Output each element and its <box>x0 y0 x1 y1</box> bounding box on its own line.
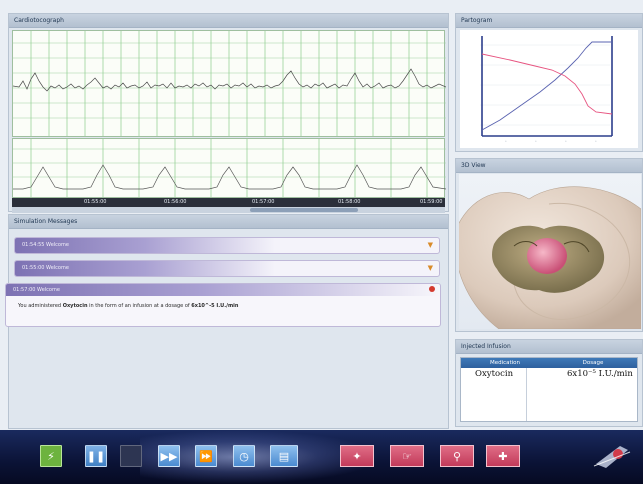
3d-birth-model[interactable] <box>459 174 641 329</box>
infusion-panel: Injected Infusion Medication Dosage Oxyt… <box>455 339 643 427</box>
column-header-medication: Medication <box>489 360 521 366</box>
uterine-contraction-chart <box>12 138 446 198</box>
fetal-heart-rate-chart <box>12 30 446 137</box>
svg-text:•: • <box>535 139 537 143</box>
fast-forward-icon[interactable]: ⏩ <box>195 445 217 467</box>
time-tick-label: 01:55:00 <box>84 199 107 205</box>
ctg-panel-title: Cardiotocograph <box>9 14 448 28</box>
time-tick-label: 01:59:00 <box>420 199 443 205</box>
3d-view-panel: 3D View <box>455 158 643 332</box>
medication-cell: Oxytocin <box>475 369 514 379</box>
ctg-panel: Cardiotocograph <box>8 13 449 213</box>
svg-text:•: • <box>595 139 597 143</box>
drug-name: Oxytocin <box>62 303 88 309</box>
message-title: 01:55:00 Welcome <box>22 265 69 271</box>
3d-view-panel-title: 3D View <box>456 159 642 173</box>
chevron-down-icon[interactable]: ▼ <box>427 264 433 272</box>
descent-line <box>481 53 613 115</box>
infusion-table-header: Medication Dosage <box>461 358 637 368</box>
ctg-time-axis: 01:55:00 01:56:00 01:57:00 01:58:00 01:5… <box>12 198 445 207</box>
ctg-scrollbar[interactable] <box>12 207 445 213</box>
message-body: You administered Oxytocin in the form of… <box>18 303 239 309</box>
clock-icon[interactable]: ◷ <box>233 445 255 467</box>
message-item[interactable]: 01:54:55 Welcome ▼ <box>14 237 440 254</box>
infusion-panel-title: Injected Infusion <box>456 340 642 354</box>
lightning-icon[interactable]: ⚡ <box>40 445 62 467</box>
time-tick-label: 01:56:00 <box>164 199 187 205</box>
table-row[interactable]: Oxytocin 6x10⁻⁵ I.U./min <box>461 368 637 381</box>
partogram-chart: • • • • <box>460 30 638 148</box>
bottom-toolbar: ⚡ ❚❚ ▶▶ ⏩ ◷ ▤ ✦ ☞ ⚲ ✚ <box>0 430 643 484</box>
first-aid-icon[interactable]: ✚ <box>486 445 520 467</box>
message-item-expanded[interactable]: 01:57:00 Welcome You administered Oxytoc… <box>5 283 441 327</box>
collapse-icon[interactable] <box>429 286 435 292</box>
svg-text:•: • <box>505 139 507 143</box>
forceps-icon[interactable]: ✦ <box>340 445 374 467</box>
message-title: 01:57:00 Welcome <box>13 287 60 293</box>
svg-text:•: • <box>565 139 567 143</box>
messages-panel-title: Simulation Messages <box>9 215 448 229</box>
dilation-line <box>481 41 612 131</box>
drug-dose: 6x10^-5 I.U./min <box>191 303 239 309</box>
time-tick-label: 01:57:00 <box>252 199 275 205</box>
hand-icon[interactable]: ☞ <box>390 445 424 467</box>
chevron-down-icon[interactable]: ▼ <box>427 241 433 249</box>
partogram-panel: Partogram • • • • <box>455 13 643 152</box>
time-tick-label: 01:58:00 <box>338 199 361 205</box>
dosage-cell: 6x10⁻⁵ I.U./min <box>567 369 633 379</box>
ctg-scrollbar-thumb[interactable] <box>250 208 359 212</box>
column-header-dosage: Dosage <box>582 360 604 366</box>
stop-icon[interactable] <box>120 445 142 467</box>
stethoscope-icon[interactable]: ⚲ <box>440 445 474 467</box>
play-icon[interactable]: ▶▶ <box>158 445 180 467</box>
printer-icon[interactable]: ▤ <box>270 445 298 467</box>
infusion-table: Medication Dosage Oxytocin 6x10⁻⁵ I.U./m… <box>460 357 638 422</box>
message-item[interactable]: 01:55:00 Welcome ▼ <box>14 260 440 277</box>
logo <box>592 442 632 470</box>
message-title: 01:54:55 Welcome <box>22 242 69 248</box>
pause-icon[interactable]: ❚❚ <box>85 445 107 467</box>
partogram-panel-title: Partogram <box>456 14 642 28</box>
